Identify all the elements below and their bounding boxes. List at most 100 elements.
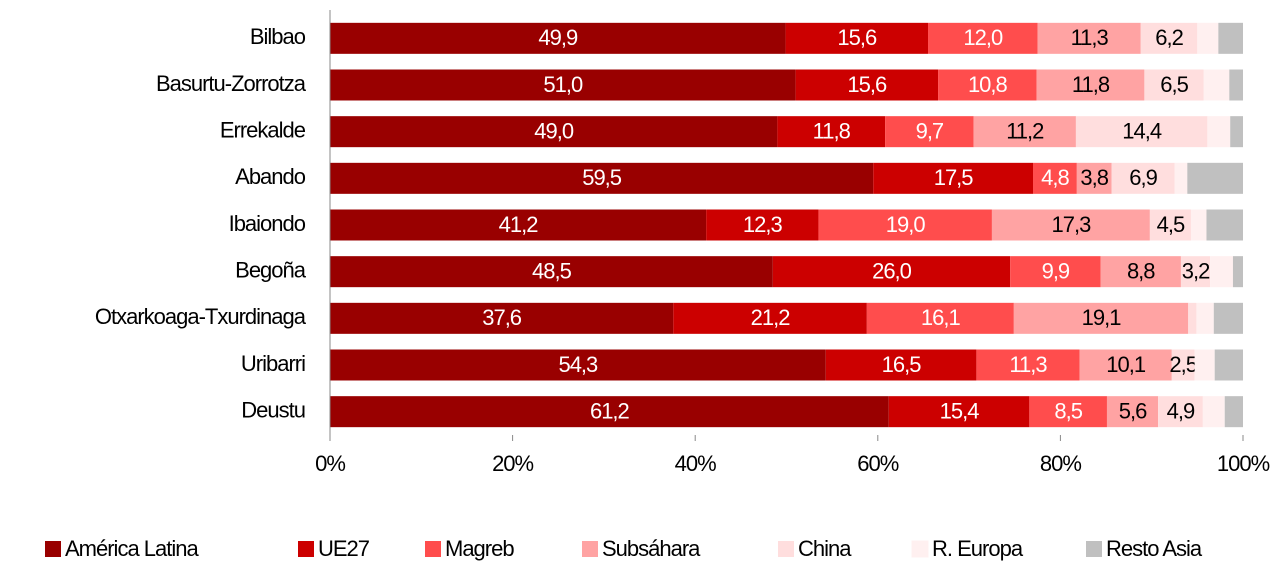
- category-label: Begoña: [235, 257, 307, 282]
- bar-segment: [973, 116, 1076, 148]
- bar-segment: [777, 116, 886, 148]
- bar-segment: [673, 302, 867, 334]
- value-label: 4,5: [1157, 212, 1185, 237]
- legend-swatch: [1086, 541, 1102, 557]
- bar-segment: [873, 162, 1034, 194]
- bar-segment: [1188, 302, 1197, 334]
- bar-segment: [818, 209, 992, 241]
- bar-segment: [1149, 209, 1191, 241]
- value-label: 12,3: [743, 212, 783, 237]
- bar-segment: [1206, 209, 1243, 241]
- bar-segment: [330, 116, 778, 148]
- bar-segment: [330, 256, 773, 288]
- bar-segment: [1037, 22, 1141, 54]
- x-tick-label: 20%: [492, 451, 533, 476]
- bar-segment: [1207, 116, 1231, 148]
- legend-label: Subsáhara: [602, 536, 701, 561]
- bar-segment: [991, 209, 1150, 241]
- bar-segment: [1202, 396, 1225, 428]
- legend-label: UE27: [318, 536, 370, 561]
- bar-segment: [1180, 256, 1211, 288]
- bar-segment: [888, 396, 1030, 428]
- bar-segment: [330, 349, 826, 381]
- value-label: 54,3: [558, 352, 598, 377]
- value-label: 3,2: [1182, 258, 1210, 283]
- bar-segment: [1100, 256, 1181, 288]
- bar-segment: [706, 209, 819, 241]
- value-label: 8,8: [1127, 258, 1155, 283]
- bar-segment: [1230, 116, 1243, 148]
- x-tick-label: 100%: [1217, 451, 1270, 476]
- bar-segment: [1010, 256, 1101, 288]
- legend-swatch: [45, 541, 61, 557]
- value-label: 61,2: [590, 398, 630, 423]
- bar-segment: [938, 69, 1037, 101]
- bar-segment: [1079, 349, 1172, 381]
- value-label: 15,6: [847, 72, 887, 97]
- bar-segment: [866, 302, 1014, 334]
- category-label: Uribarri: [241, 351, 305, 376]
- value-label: 11,3: [1071, 25, 1109, 50]
- category-label: Deustu: [241, 397, 305, 422]
- legend-label: Resto Asia: [1106, 536, 1203, 561]
- bar-segment: [772, 256, 1011, 288]
- value-label: 9,7: [916, 118, 944, 143]
- value-label: 6,9: [1129, 165, 1157, 190]
- value-label: 16,1: [921, 305, 961, 330]
- bar-segment: [885, 116, 974, 148]
- bar-segment: [1213, 302, 1243, 334]
- bar-segment: [1111, 162, 1175, 194]
- value-label: 16,5: [882, 352, 922, 377]
- value-label: 6,2: [1155, 25, 1183, 50]
- value-label: 17,5: [934, 165, 974, 190]
- legend-label: Magreb: [445, 536, 514, 561]
- legend-label: América Latina: [65, 536, 200, 561]
- legend-label: China: [798, 536, 852, 561]
- bar-segment: [1106, 396, 1159, 428]
- bar-segment: [795, 69, 939, 101]
- bar-segment: [1190, 209, 1207, 241]
- bar-segment: [928, 22, 1038, 54]
- legend-swatch: [778, 541, 794, 557]
- value-label: 12,0: [963, 25, 1003, 50]
- value-label: 37,6: [482, 305, 522, 330]
- value-label: 6,5: [1160, 72, 1188, 97]
- legend-swatch: [582, 541, 598, 557]
- value-label: 10,8: [968, 72, 1008, 97]
- bar-segment: [1218, 22, 1243, 54]
- bar-segment: [1232, 256, 1243, 288]
- value-label: 3,8: [1080, 165, 1108, 190]
- category-label: Abando: [235, 164, 306, 189]
- bar-segment: [330, 396, 889, 428]
- value-label: 11,2: [1006, 118, 1044, 143]
- value-label: 26,0: [872, 258, 912, 283]
- value-label: 2,5: [1169, 352, 1197, 377]
- value-label: 14,4: [1122, 118, 1162, 143]
- bar-segment: [1196, 302, 1214, 334]
- category-label: Errekalde: [220, 117, 306, 142]
- bar-segment: [1214, 349, 1243, 381]
- value-label: 4,9: [1167, 398, 1195, 423]
- bar-segment: [330, 209, 707, 241]
- value-label: 59,5: [582, 165, 622, 190]
- bar-segment: [1036, 69, 1145, 101]
- value-label: 17,3: [1051, 212, 1091, 237]
- bar-segment: [976, 349, 1080, 381]
- x-tick-label: 60%: [857, 451, 898, 476]
- bar-segment: [1224, 396, 1243, 428]
- bar-segment: [1210, 256, 1233, 288]
- bar-segment: [825, 349, 977, 381]
- legend-swatch: [911, 540, 929, 558]
- category-label: Ibaiondo: [229, 211, 306, 236]
- bar-segment: [330, 22, 786, 54]
- bar-segment: [1029, 396, 1107, 428]
- bar-segment: [1144, 69, 1204, 101]
- value-label: 51,0: [543, 72, 583, 97]
- legend-swatch: [298, 541, 314, 557]
- value-label: 8,5: [1054, 398, 1082, 423]
- value-label: 19,0: [886, 212, 926, 237]
- legend-swatch: [425, 541, 441, 557]
- value-label: 9,9: [1042, 258, 1070, 283]
- bar-segment: [330, 162, 874, 194]
